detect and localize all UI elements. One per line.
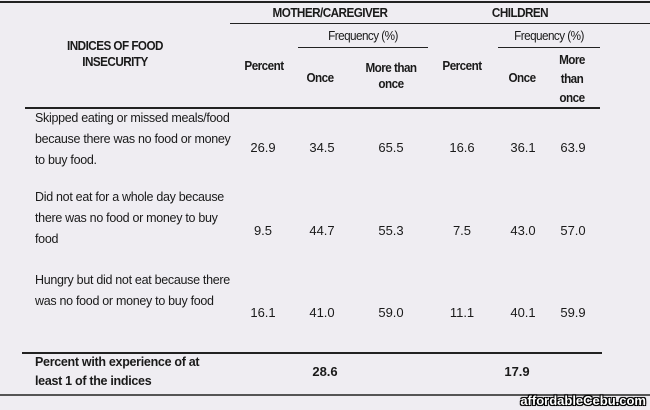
bottom-rule bbox=[0, 394, 650, 396]
cell: 16.6 bbox=[449, 140, 475, 155]
cell: 59.0 bbox=[378, 305, 404, 320]
cell: 65.5 bbox=[378, 140, 404, 155]
cell: 41.0 bbox=[309, 305, 335, 320]
col-mother-once: Once bbox=[306, 70, 334, 85]
summary-rule bbox=[22, 352, 602, 354]
summary-children: 17.9 bbox=[504, 364, 530, 379]
indices-header: INDICES OF FOOD INSECURITY bbox=[67, 38, 163, 69]
frequency-rule-children bbox=[498, 47, 600, 48]
cell: 9.5 bbox=[253, 223, 273, 238]
group-header-children: CHILDREN bbox=[491, 5, 549, 20]
watermark: affordableCebu.com bbox=[520, 393, 646, 408]
top-rule bbox=[0, 1, 650, 3]
row-label: Skipped eating or missed meals/food beca… bbox=[35, 111, 231, 167]
group-header-mother: MOTHER/CAREGIVER bbox=[272, 5, 388, 20]
cell: 11.1 bbox=[449, 305, 475, 320]
cell: 63.9 bbox=[560, 140, 586, 155]
col-children-more: More than once bbox=[559, 52, 585, 105]
cell: 7.5 bbox=[452, 223, 472, 238]
header-rule bbox=[25, 107, 600, 109]
cell: 16.1 bbox=[250, 305, 276, 320]
col-mother-more: More than once bbox=[365, 60, 417, 91]
summary-label: Percent with experience of at least 1 of… bbox=[35, 355, 200, 388]
frequency-header-children: Frequency (%) bbox=[514, 28, 584, 43]
cell: 59.9 bbox=[560, 305, 586, 320]
row-label: Did not eat for a whole day because ther… bbox=[35, 190, 224, 246]
col-children-once: Once bbox=[508, 70, 536, 85]
col-children-percent: Percent bbox=[442, 58, 482, 73]
frequency-header-mother: Frequency (%) bbox=[328, 28, 398, 43]
cell: 44.7 bbox=[309, 223, 335, 238]
cell: 40.1 bbox=[510, 305, 536, 320]
cell: 26.9 bbox=[250, 140, 276, 155]
frequency-rule-mother bbox=[298, 47, 428, 48]
cell: 43.0 bbox=[510, 223, 536, 238]
cell: 34.5 bbox=[309, 140, 335, 155]
cell: 57.0 bbox=[560, 223, 586, 238]
col-mother-percent: Percent bbox=[244, 58, 284, 73]
group-rule bbox=[230, 23, 650, 24]
row-label: Hungry but did not eat because there was… bbox=[35, 273, 230, 308]
cell: 36.1 bbox=[510, 140, 536, 155]
cell: 55.3 bbox=[378, 223, 404, 238]
summary-mother: 28.6 bbox=[312, 364, 338, 379]
